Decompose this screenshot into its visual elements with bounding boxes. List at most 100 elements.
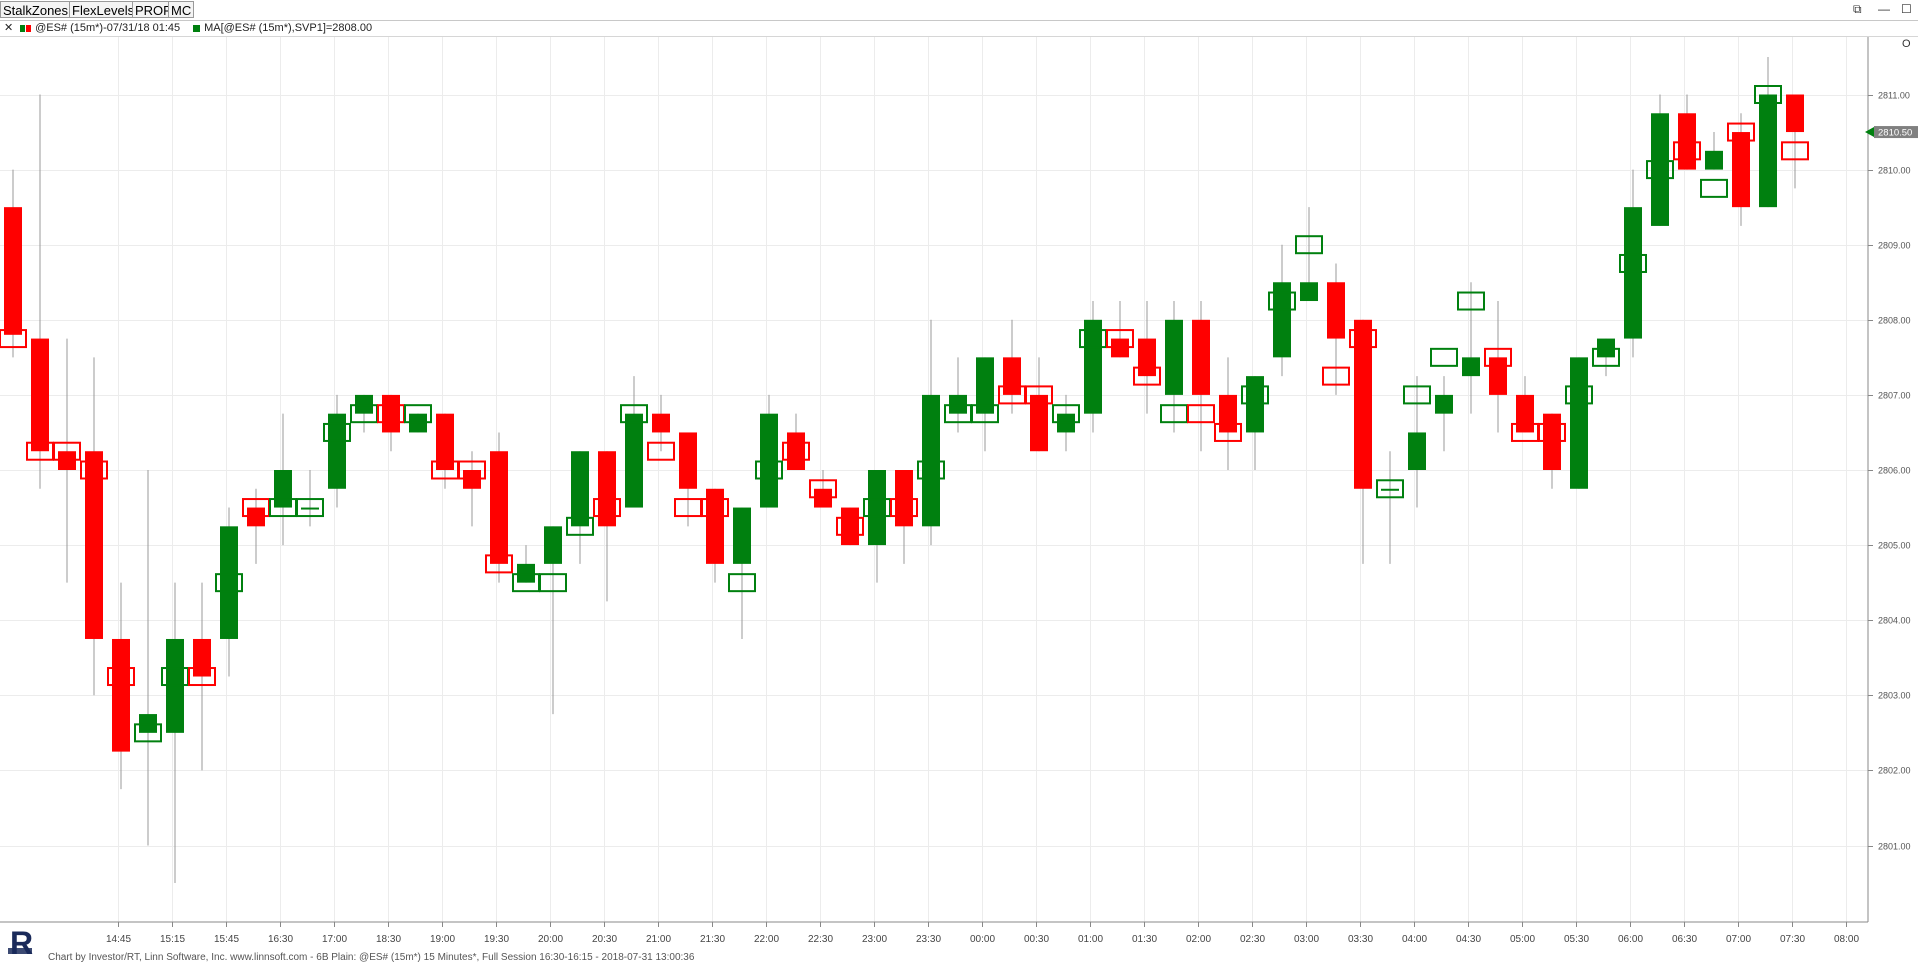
ma-marker-box — [188, 667, 216, 687]
candle-body-up — [1300, 282, 1318, 302]
candle-body-up — [733, 507, 751, 564]
ma-marker-box — [1052, 404, 1080, 424]
time-tick-label: 04:00 — [1402, 934, 1427, 945]
time-tick-label: 18:30 — [376, 934, 401, 945]
time-tick-label: 05:30 — [1564, 934, 1589, 945]
toolbar: StalkZones FlexLevels PROF MC ⧉ — ☐ — [0, 0, 1918, 21]
ma-marker-box — [755, 460, 783, 480]
down-color-swatch — [26, 24, 31, 32]
candle-body-up — [1084, 319, 1102, 414]
ma-marker-box — [1430, 347, 1458, 367]
ma-legend[interactable]: MA[@ES# (15m*),SVP1]=2808.00 — [193, 21, 372, 36]
time-tick-label: 02:00 — [1186, 934, 1211, 945]
candle-body-up — [1165, 319, 1183, 395]
flexlevels-button[interactable]: FlexLevels — [69, 1, 138, 18]
time-tick-label: 00:30 — [1024, 934, 1049, 945]
candle-body-down — [382, 394, 400, 433]
ma-marker-box — [593, 498, 621, 518]
svg-text:R: R — [10, 925, 33, 961]
candle-body-down — [490, 451, 508, 564]
ma-marker-box — [1457, 291, 1485, 311]
ma-marker-box — [1133, 366, 1161, 386]
time-tick-label: 05:00 — [1510, 934, 1535, 945]
candle-body-up — [868, 470, 886, 546]
candle-body-up — [544, 526, 562, 564]
time-tick-label: 03:30 — [1348, 934, 1373, 945]
candle-body-up — [976, 357, 994, 414]
time-tick-label: 22:30 — [808, 934, 833, 945]
candle-body-down — [1732, 132, 1750, 208]
ma-marker-box — [1700, 178, 1728, 198]
candle-body-down — [679, 432, 697, 489]
candle-body-down — [598, 451, 616, 527]
price-tick-label: 2803.00 — [1878, 691, 1911, 701]
ma-marker-box — [80, 460, 108, 480]
time-tick-label: 15:45 — [214, 934, 239, 945]
ma-marker-box — [647, 441, 675, 461]
candle-body-up — [1759, 94, 1777, 208]
stalkzones-button[interactable]: StalkZones — [0, 1, 72, 18]
time-tick-label: 06:00 — [1618, 934, 1643, 945]
time-tick-label: 20:00 — [538, 934, 563, 945]
candles — [4, 56, 1804, 884]
mc-button[interactable]: MC — [168, 1, 195, 18]
candle-body-down — [1219, 394, 1237, 433]
axis-option-icon: O — [1902, 38, 1911, 50]
last-price-box — [1874, 126, 1918, 139]
candle-body-up — [1273, 282, 1291, 358]
series-legend[interactable]: @ES# (15m*)-07/31/18 01:45 — [20, 21, 180, 36]
ma-marker-box — [1349, 329, 1377, 349]
time-tick-label: 19:00 — [430, 934, 455, 945]
ma-marker-box — [296, 498, 324, 518]
candle-body-down — [31, 338, 49, 452]
last-price-label: 2810.50 — [1878, 128, 1912, 139]
time-tick-label: 03:00 — [1294, 934, 1319, 945]
time-tick-label: 02:30 — [1240, 934, 1265, 945]
up-color-swatch — [20, 24, 25, 32]
restore-window-icon[interactable]: ⧉ — [1853, 2, 1862, 16]
time-tick-label: 04:30 — [1456, 934, 1481, 945]
ma-marker-box — [1322, 366, 1350, 386]
time-tick-label: 22:00 — [754, 934, 779, 945]
time-tick-label: 14:45 — [106, 934, 131, 945]
time-tick-label: 08:00 — [1834, 934, 1859, 945]
price-tick-label: 2801.00 — [1878, 842, 1911, 852]
candle-body-up — [1651, 113, 1669, 226]
ma-marker-box — [1781, 141, 1809, 161]
ma-marker-box — [917, 460, 945, 480]
candle-body-up — [220, 526, 238, 639]
ma-marker-box — [1241, 385, 1269, 405]
candle-body-down — [1192, 319, 1210, 395]
ma-marker-box — [53, 441, 81, 461]
ma-marker-box — [1619, 253, 1647, 273]
candle-body-down — [193, 638, 211, 677]
ma-marker-box — [1754, 85, 1782, 104]
candle-body-down — [787, 432, 805, 470]
candle-body-down — [436, 413, 454, 470]
price-tick-label: 2802.00 — [1878, 766, 1911, 776]
time-tick-label: 01:30 — [1132, 934, 1157, 945]
ma-marker-box — [1295, 235, 1323, 255]
minimize-window-icon[interactable]: — — [1878, 2, 1890, 16]
candle-body-down — [85, 451, 103, 639]
time-tick-label: 00:00 — [970, 934, 995, 945]
ma-marker-box — [809, 479, 837, 499]
price-tick-label: 2809.00 — [1878, 241, 1911, 251]
ma-markers — [0, 85, 1809, 743]
price-tick-label: 2804.00 — [1878, 616, 1911, 626]
maximize-window-icon[interactable]: ☐ — [1901, 2, 1912, 16]
ma-label: MA[@ES# (15m*),SVP1]=2808.00 — [204, 22, 373, 34]
time-tick-label: 19:30 — [484, 934, 509, 945]
price-tick-label: 2805.00 — [1878, 541, 1911, 551]
chart-legend-bar: ✕ @ES# (15m*)-07/31/18 01:45 MA[@ES# (15… — [0, 21, 1918, 37]
ma-marker-box — [1025, 385, 1053, 405]
close-chart-icon[interactable]: ✕ — [4, 22, 14, 34]
candle-body-up — [328, 413, 346, 489]
time-tick-label: 21:30 — [700, 934, 725, 945]
candle-body-up — [1408, 432, 1426, 470]
candle-body-down — [1138, 338, 1156, 377]
candle-body-up — [1705, 150, 1723, 170]
ma-marker-box — [1403, 385, 1431, 405]
price-tick-label: 2806.00 — [1878, 466, 1911, 476]
